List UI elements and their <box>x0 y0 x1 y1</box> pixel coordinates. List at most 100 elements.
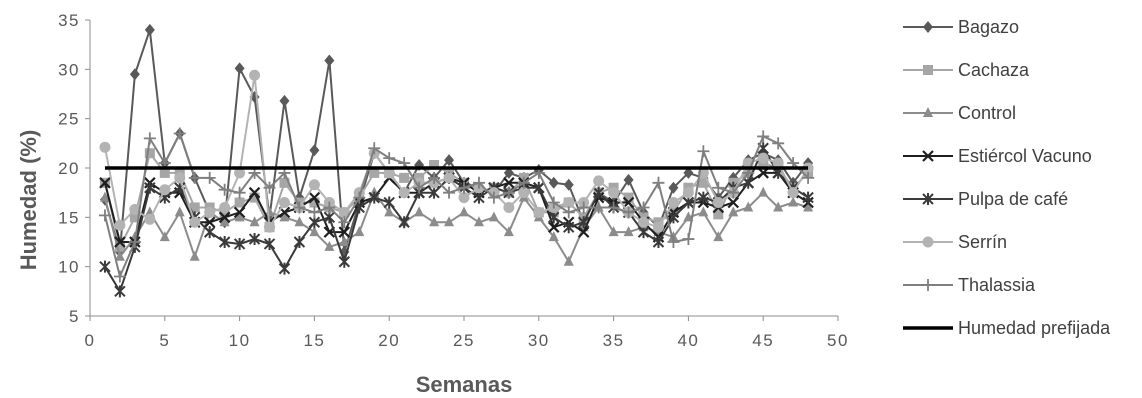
data-point <box>383 167 395 179</box>
x-tick-label: 40 <box>677 331 699 350</box>
data-point <box>922 150 934 162</box>
data-point <box>743 201 754 212</box>
x-tick-label: 10 <box>229 331 251 350</box>
data-point <box>219 201 231 213</box>
data-point <box>562 206 575 219</box>
data-point <box>444 216 455 227</box>
y-tick-label: 35 <box>58 11 80 30</box>
data-point <box>294 216 305 227</box>
legend-item: Pulpa de café <box>903 189 1068 209</box>
data-point <box>339 236 350 246</box>
data-point <box>383 196 395 209</box>
data-point <box>533 206 545 218</box>
data-point <box>189 250 200 261</box>
data-point <box>233 237 246 250</box>
data-point <box>548 176 559 189</box>
data-point <box>249 216 260 227</box>
data-point <box>429 160 440 171</box>
data-point <box>113 270 126 283</box>
data-point <box>369 167 380 178</box>
data-point <box>354 226 365 237</box>
data-point <box>547 196 560 209</box>
legend-item: Thalassia <box>903 275 1036 295</box>
legend-item: Cachaza <box>903 60 1030 80</box>
data-point <box>698 206 709 217</box>
data-point <box>99 177 111 189</box>
data-point <box>443 172 455 184</box>
data-point <box>503 226 514 237</box>
data-point <box>189 216 201 228</box>
data-point <box>99 141 111 153</box>
data-point <box>923 21 933 33</box>
data-point <box>338 226 351 238</box>
data-point <box>219 216 230 227</box>
data-point <box>309 197 320 208</box>
legend: Bagazo Cachaza Control Estiércol Vacuno Pulp… <box>903 17 1111 338</box>
data-point <box>444 154 455 167</box>
legend-label: Estiércol Vacuno <box>958 146 1092 166</box>
data-point <box>802 171 815 184</box>
data-point <box>712 181 725 194</box>
data-point <box>727 186 740 199</box>
legend-label: Pulpa de café <box>958 189 1068 209</box>
data-point <box>547 221 560 233</box>
data-point <box>757 152 769 164</box>
series-line <box>104 132 809 278</box>
data-point <box>593 175 605 187</box>
data-point <box>652 221 664 233</box>
legend-item: Bagazo <box>903 17 1019 37</box>
data-point <box>623 173 634 186</box>
data-point <box>592 186 605 199</box>
y-tick-label: 10 <box>58 258 80 277</box>
data-point <box>279 211 290 222</box>
data-point <box>563 255 574 266</box>
data-point <box>697 145 710 158</box>
data-point <box>758 186 769 197</box>
data-point <box>249 192 260 203</box>
x-tick-label: 5 <box>159 331 170 350</box>
x-tick-label: 35 <box>603 331 625 350</box>
data-point <box>173 127 186 140</box>
data-point <box>99 260 111 273</box>
data-point <box>114 285 126 298</box>
data-point <box>757 130 770 143</box>
legend-label: Humedad prefijada <box>958 318 1111 338</box>
data-point <box>682 196 695 209</box>
data-point <box>413 181 426 194</box>
data-point <box>922 193 934 205</box>
data-point <box>159 184 171 196</box>
data-point <box>203 171 216 184</box>
data-point <box>548 231 559 242</box>
data-point <box>264 221 276 233</box>
data-point <box>728 206 739 217</box>
data-point <box>203 216 216 229</box>
data-point <box>98 209 111 222</box>
legend-label: Bagazo <box>958 17 1019 37</box>
x-tick-label: 50 <box>827 331 849 350</box>
data-point <box>129 212 140 223</box>
data-point <box>144 213 156 225</box>
data-point <box>803 201 814 212</box>
data-point <box>472 176 485 189</box>
data-point <box>802 191 814 204</box>
data-point <box>398 216 410 229</box>
legend-label: Thalassia <box>958 275 1036 295</box>
data-point <box>384 206 395 217</box>
data-point <box>637 226 650 239</box>
data-point <box>459 206 469 217</box>
data-point <box>428 171 441 184</box>
data-point <box>518 187 530 199</box>
data-point <box>338 216 351 229</box>
data-point <box>144 23 155 36</box>
data-point <box>563 197 575 209</box>
data-point <box>114 250 125 261</box>
data-point <box>683 166 694 179</box>
data-point <box>667 197 679 209</box>
data-point <box>622 196 635 209</box>
data-point <box>308 179 320 191</box>
data-point <box>218 183 231 196</box>
data-point <box>309 226 320 237</box>
